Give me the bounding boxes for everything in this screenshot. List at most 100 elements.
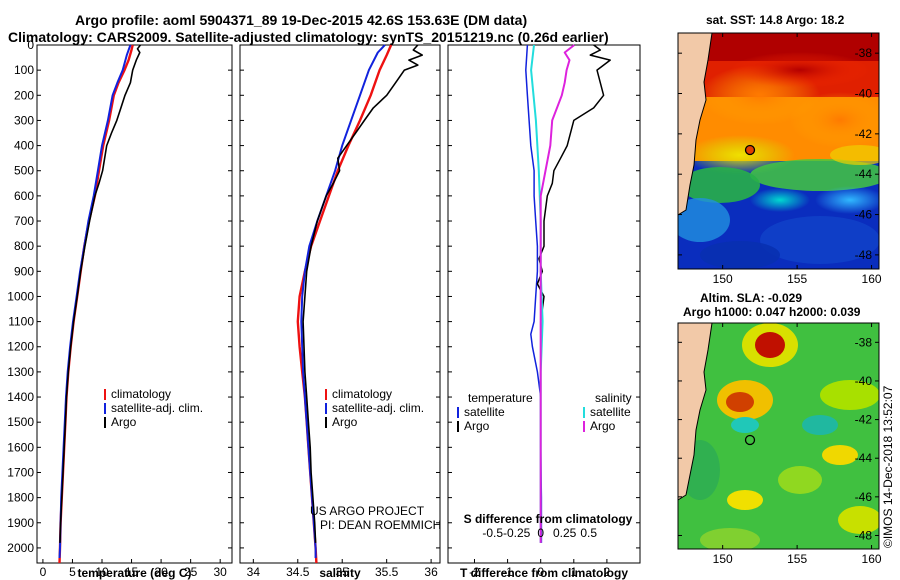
- depth-tick-label: 800: [14, 239, 34, 253]
- map-y-tick-label: -38: [855, 335, 873, 349]
- temperature-x-tick-label: 0: [40, 565, 47, 579]
- map-y-tick-label: -42: [855, 127, 873, 141]
- map-y-tick-label: -38: [855, 46, 873, 60]
- sla-map-ticks: 150 155 160 -38 -40 -42 -44 -46 -48: [678, 323, 882, 566]
- depth-tick-label: 1700: [7, 465, 34, 479]
- legend-label: Argo: [590, 419, 616, 433]
- legend-label: satellite: [590, 405, 631, 419]
- depth-tick-label: 400: [14, 139, 34, 153]
- map-x-tick-label: 155: [787, 272, 807, 286]
- sst-map-ticks: 150 155 160 -38 -40 -42 -44 -46 -48: [678, 33, 882, 286]
- sla-map-subtitle: Argo h1000: 0.047 h2000: 0.039: [683, 305, 861, 319]
- depth-tick-label: 1900: [7, 516, 34, 530]
- salinity-x-tick-label: 34.5: [286, 565, 310, 579]
- sla-map-title: Altim. SLA: -0.029: [700, 291, 802, 305]
- map-y-tick-label: -42: [855, 413, 873, 427]
- title-line-2: Climatology: CARS2009. Satellite-adjuste…: [8, 29, 609, 45]
- temperature-x-tick-label: 10: [95, 565, 109, 579]
- salinity-x-tick-label: 35: [336, 565, 350, 579]
- depth-tick-label: 1800: [7, 491, 34, 505]
- temperature-x-tick-label: 5: [69, 565, 76, 579]
- legend-label: climatology: [332, 387, 392, 401]
- sla-map: Altim. SLA: -0.029 Argo h1000: 0.047 h20…: [677, 291, 895, 566]
- temperature-x-tick-label: 15: [125, 565, 139, 579]
- depth-tick-label: 1100: [8, 315, 34, 329]
- depth-tick-label: 200: [14, 88, 34, 102]
- temperature-x-tick-label: 20: [154, 565, 168, 579]
- salinity-x-tick-label: 34: [247, 565, 261, 579]
- map-y-tick-label: -48: [855, 528, 873, 542]
- temperature-plot-area: [36, 44, 233, 564]
- difference-x-tick-label: -1: [502, 565, 513, 579]
- depth-tick-label: 1500: [7, 415, 34, 429]
- difference-x-axis-label: T difference from climatology: [460, 566, 628, 580]
- difference-secondary-tick-label: 0: [537, 526, 544, 540]
- depth-tick-label: 300: [14, 113, 34, 127]
- depth-tick-label: 1200: [7, 340, 34, 354]
- map-x-tick-label: 150: [713, 272, 733, 286]
- difference-x-tick-label: 1: [570, 565, 577, 579]
- map-y-tick-label: -48: [855, 248, 873, 262]
- depth-tick-label: 1600: [7, 440, 34, 454]
- imos-credit: ©IMOS 14-Dec-2018 13:52:07: [881, 385, 895, 548]
- map-x-tick-label: 160: [862, 552, 882, 566]
- depth-tick-label: 2000: [7, 541, 34, 555]
- difference-series-salinity-argo: [539, 44, 575, 543]
- difference-x-tick-label: 0: [537, 565, 544, 579]
- map-y-tick-label: -40: [855, 374, 873, 388]
- depth-tick-label: 600: [14, 189, 34, 203]
- salinity-x-tick-label: 36: [424, 565, 438, 579]
- map-y-tick-label: -44: [855, 451, 873, 465]
- difference-secondary-tick-label: -0.5: [482, 526, 503, 540]
- temperature-series-argo: [59, 44, 142, 543]
- map-x-tick-label: 160: [862, 272, 882, 286]
- legend-label: climatology: [111, 387, 171, 401]
- salinity-series-satellite-adj-clim-: [300, 44, 386, 558]
- depth-tick-label: 1400: [7, 390, 34, 404]
- difference-x-tick-label: -2: [469, 565, 480, 579]
- depth-tick-label: 0: [27, 38, 34, 52]
- depth-tick-label: 900: [14, 264, 34, 278]
- legend-label: Argo: [111, 415, 137, 429]
- difference-secondary-tick-label: -0.25: [503, 526, 531, 540]
- legend-label: satellite-adj. clim.: [111, 401, 203, 415]
- difference-secondary-tick-label: 0.5: [580, 526, 597, 540]
- legend-label: Argo: [332, 415, 358, 429]
- difference-x-tick-label: 2: [604, 565, 611, 579]
- legend-title-temperature: temperature: [468, 391, 533, 405]
- map-y-tick-label: -46: [855, 208, 873, 222]
- project-credit: US ARGO PROJECT: [310, 504, 425, 518]
- difference-plot-area: [447, 44, 641, 564]
- salinity-panel: 34 34.5 35 35.5 36 salinity climatologysatelli…: [239, 44, 441, 580]
- salinity-x-tick-label: 35.5: [375, 565, 399, 579]
- salinity-series-argo: [302, 44, 424, 543]
- sla-argo-marker: [744, 434, 756, 446]
- depth-tick-label: 1300: [7, 365, 34, 379]
- depth-tick-label: 500: [14, 164, 34, 178]
- difference-secondary-axis-label: S difference from climatology: [464, 512, 633, 526]
- pi-credit: PI: DEAN ROEMMICH: [320, 518, 441, 532]
- depth-tick-label: 100: [14, 63, 34, 77]
- salinity-x-axis-label: salinity: [319, 566, 361, 580]
- map-y-tick-label: -44: [855, 167, 873, 181]
- sst-map: sat. SST: 14.8 Argo: 18.2 150 155 160 -38 -4…: [677, 13, 882, 286]
- temperature-x-tick-label: 25: [184, 565, 198, 579]
- legend-label: satellite: [464, 405, 505, 419]
- map-y-tick-label: -46: [855, 490, 873, 504]
- difference-secondary-tick-label: 0.25: [553, 526, 577, 540]
- legend-title-salinity: salinity: [595, 391, 632, 405]
- temperature-panel: 0100200300400500600700800900100011001200…: [7, 38, 233, 580]
- depth-tick-label: 1000: [7, 289, 34, 303]
- map-y-tick-label: -40: [855, 87, 873, 101]
- depth-tick-label: 700: [14, 214, 34, 228]
- salinity-plot-area: [239, 44, 441, 564]
- temperature-x-axis-label: temperature (deg C): [77, 566, 191, 580]
- title-line-1: Argo profile: aoml 5904371_89 19-Dec-201…: [75, 12, 528, 28]
- legend-label: satellite-adj. clim.: [332, 401, 424, 415]
- sst-argo-marker: [744, 144, 756, 156]
- map-x-tick-label: 155: [787, 552, 807, 566]
- map-x-tick-label: 150: [713, 552, 733, 566]
- sst-map-title: sat. SST: 14.8 Argo: 18.2: [706, 13, 845, 27]
- temperature-x-tick-label: 30: [214, 565, 228, 579]
